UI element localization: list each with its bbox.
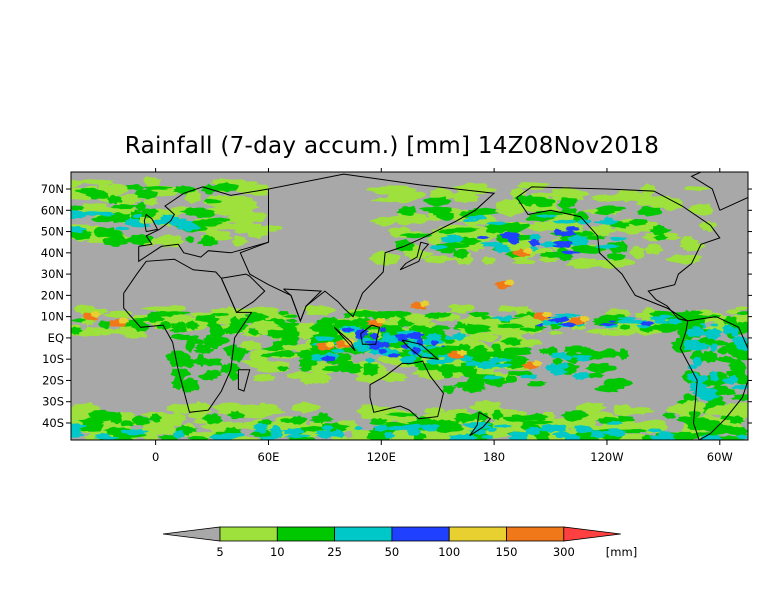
lat-tick-label: 40N — [41, 246, 64, 260]
lat-tick-label: 20S — [42, 373, 64, 387]
lat-tick-label: 70N — [41, 182, 64, 196]
lon-tick-label: 120E — [367, 450, 396, 464]
lat-tick-label: 50N — [41, 225, 64, 239]
lat-tick-label: 30N — [41, 267, 64, 281]
colorbar-max-arrow — [563, 526, 621, 542]
lon-tick-label: 60E — [258, 450, 280, 464]
colorbar: 5 10 25 50 100 150 300 [mm] — [162, 526, 637, 559]
lon-tick-label: 180 — [483, 450, 505, 464]
lat-tick-label: 60N — [41, 203, 64, 217]
colorbar-level-label: 150 — [496, 545, 518, 559]
lat-tick-label: 10N — [41, 310, 64, 324]
colorbar-level-label: 100 — [438, 545, 460, 559]
lat-tick-label: 10S — [42, 352, 64, 366]
plot-area — [70, 171, 749, 441]
colorbar-level-label: 50 — [385, 545, 400, 559]
coastlines — [123, 172, 748, 440]
colorbar-box — [448, 526, 507, 542]
rainfall-field — [71, 176, 748, 440]
colorbar-level-label: 300 — [553, 545, 575, 559]
colorbar-box — [219, 526, 278, 542]
lon-tick-label: 60W — [707, 450, 733, 464]
lat-tick-label: 30S — [42, 395, 64, 409]
colorbar-level-label: 10 — [270, 545, 285, 559]
colorbar-box — [391, 526, 450, 542]
plot-frame — [70, 171, 749, 441]
colorbar-box — [334, 526, 393, 542]
colorbar-level-label: 5 — [216, 545, 223, 559]
latitude-axis: 70N 60N 50N 40N 30N 20N 10N EQ 10S 20S 30S 40S — [41, 182, 752, 430]
lon-tick-label: 0 — [152, 450, 159, 464]
lat-tick-label: EQ — [48, 331, 64, 345]
lon-tick-label: 120W — [590, 450, 623, 464]
colorbar-unit-label: [mm] — [606, 545, 637, 559]
colorbar-box — [276, 526, 335, 542]
colorbar-level-label: 25 — [327, 545, 342, 559]
lat-tick-label: 40S — [42, 416, 64, 430]
map-title: Rainfall (7-day accum.) [mm] 14Z08Nov201… — [124, 133, 660, 159]
colorbar-min-arrow — [162, 526, 221, 542]
colorbar-box — [506, 526, 565, 542]
lat-tick-label: 20N — [41, 288, 64, 302]
longitude-axis: 0 60E 120E 180 120W 60W — [152, 168, 733, 464]
